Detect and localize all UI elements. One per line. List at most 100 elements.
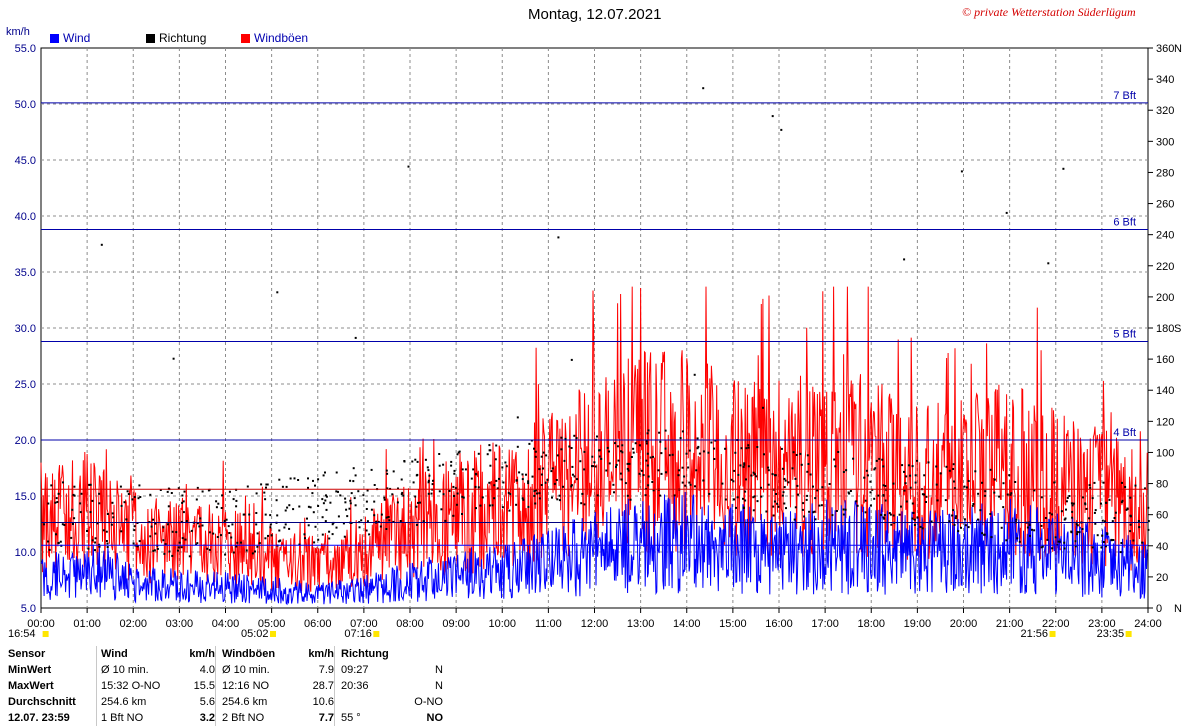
direction-point (620, 450, 623, 453)
direction-point (1028, 524, 1031, 526)
direction-point (256, 532, 259, 535)
direction-point (971, 504, 974, 507)
direction-point (923, 493, 926, 496)
direction-point (621, 451, 624, 454)
direction-point (111, 501, 114, 504)
direction-point (733, 498, 735, 501)
stats-direction-value: N (435, 664, 443, 676)
direction-point (563, 459, 566, 462)
direction-point (753, 495, 756, 498)
direction-point (201, 490, 204, 493)
direction-point (515, 503, 518, 506)
direction-point (137, 497, 140, 500)
direction-point (479, 504, 482, 507)
x-tick-label: 20:00 (950, 618, 978, 630)
stats-direction-time: 09:27 (341, 664, 369, 676)
direction-point (417, 501, 419, 504)
direction-point (734, 451, 737, 454)
direction-point (791, 467, 794, 470)
direction-point (702, 479, 705, 482)
direction-point (901, 464, 904, 467)
direction-point (739, 464, 742, 467)
direction-point (875, 459, 878, 462)
x-tick-label: 05:00 (258, 618, 286, 630)
direction-point (1100, 502, 1102, 505)
y-right-tick-label: 180 (1156, 323, 1174, 335)
direction-point (593, 461, 596, 464)
direction-point (688, 481, 691, 484)
sun-marker-time: 23:35 (1097, 628, 1125, 640)
direction-point (306, 517, 308, 520)
direction-point (1119, 551, 1122, 554)
direction-point (335, 526, 338, 529)
direction-point (695, 469, 698, 472)
direction-point (964, 524, 967, 527)
direction-point (873, 468, 876, 471)
direction-point (428, 474, 431, 477)
direction-point (981, 481, 983, 484)
direction-point (288, 527, 291, 530)
direction-point (1091, 546, 1094, 549)
direction-point (1058, 540, 1061, 543)
y-right-tick-label: 20 (1156, 572, 1168, 584)
direction-point (613, 491, 615, 494)
direction-point (307, 505, 310, 508)
stats-direction-value: NO (426, 712, 444, 724)
direction-point (1093, 481, 1096, 484)
direction-point (583, 503, 586, 506)
direction-point (556, 498, 559, 501)
direction-point (1093, 511, 1096, 514)
x-tick-label: 12:00 (581, 618, 609, 630)
x-tick-label: 06:00 (304, 618, 332, 630)
direction-point (464, 468, 467, 471)
direction-point (904, 482, 907, 485)
direction-point (324, 499, 327, 502)
direction-point (1147, 528, 1150, 531)
direction-point (486, 453, 489, 456)
direction-point (349, 499, 352, 502)
direction-point (536, 492, 538, 495)
chart-title: Montag, 12.07.2021 (528, 6, 662, 23)
direction-point (1040, 496, 1043, 499)
direction-point (1084, 502, 1087, 505)
direction-point (312, 511, 315, 514)
direction-point (278, 478, 281, 481)
direction-point (542, 451, 545, 454)
direction-point (432, 479, 434, 482)
direction-point (892, 482, 895, 485)
direction-point (475, 507, 477, 510)
direction-point (303, 533, 306, 536)
direction-point (783, 477, 786, 480)
stats-header-wind: Wind (96, 646, 173, 662)
direction-point (133, 496, 136, 498)
direction-point (453, 469, 456, 472)
direction-point (533, 490, 536, 493)
direction-point (697, 445, 700, 448)
direction-point (281, 485, 284, 488)
direction-point (488, 449, 491, 452)
direction-point (668, 454, 671, 457)
direction-point (948, 469, 951, 472)
direction-point (317, 505, 320, 507)
direction-point (989, 468, 992, 471)
direction-point (538, 492, 541, 495)
direction-point (1063, 518, 1066, 521)
direction-point (221, 494, 224, 497)
direction-point (1141, 541, 1144, 544)
direction-point (903, 470, 905, 473)
direction-point (138, 540, 141, 543)
direction-point (456, 453, 459, 456)
direction-point (293, 477, 296, 480)
direction-point (882, 484, 885, 487)
direction-point (54, 501, 57, 504)
direction-point (583, 468, 586, 471)
direction-point (742, 465, 745, 468)
direction-point (679, 437, 682, 440)
direction-point (724, 447, 727, 450)
stats-row-label: MaxWert (8, 680, 54, 692)
sun-marker-time: 21:56 (1021, 628, 1049, 640)
direction-point (427, 492, 430, 495)
direction-point (794, 477, 797, 480)
direction-point (878, 457, 881, 460)
